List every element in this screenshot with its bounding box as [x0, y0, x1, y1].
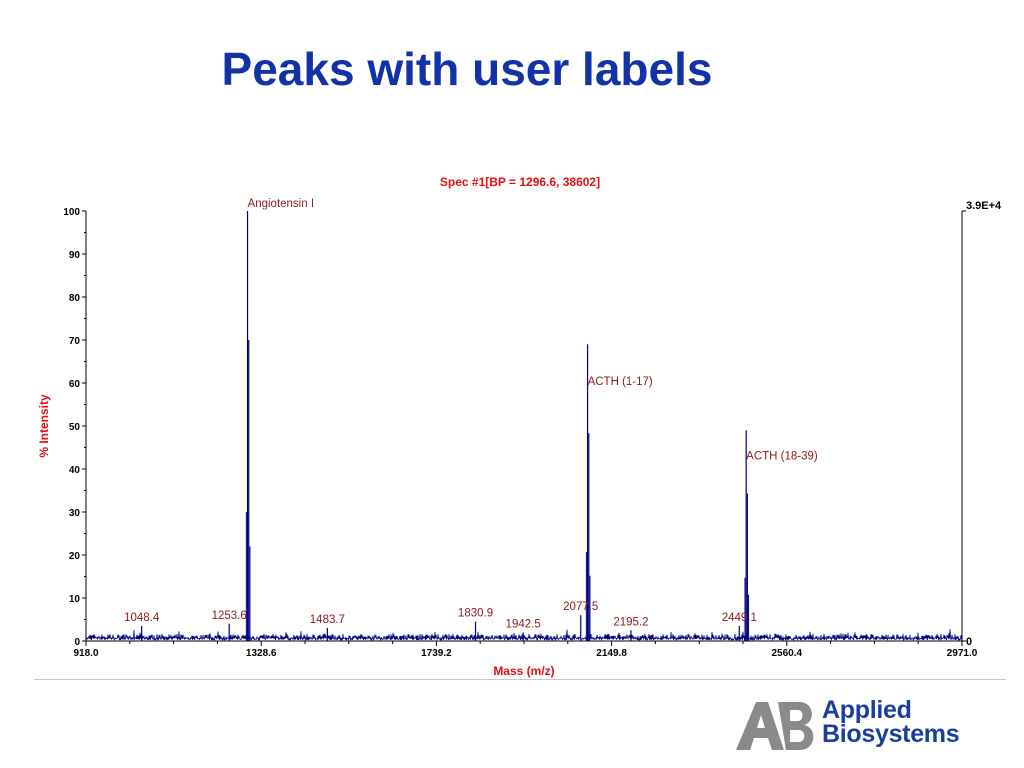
x-tick-label: 1328.6: [246, 648, 277, 659]
x-axis: 918.0 1328.6 1739.2 2149.8 2560.4 2971.0: [73, 640, 978, 659]
mass-spectrum-chart: Spec #1[BP = 1296.6, 38602] 0 10 20 30 40 50 6…: [37, 175, 1002, 678]
footer-divider: [34, 679, 1006, 680]
logo-line-applied: Applied: [822, 696, 912, 724]
x-tick-label: 1739.2: [421, 648, 452, 659]
peak-label: 1048.4: [124, 612, 160, 624]
y-axis-label: % Intensity: [37, 394, 51, 458]
y-tick-label: 10: [69, 594, 81, 605]
y-tick-label: 80: [69, 293, 81, 304]
peak-label: 2077.5: [563, 601, 598, 613]
peak-labels: 1048.4 1253.6 Angiotensin I 1483.7 1830.9 194…: [124, 198, 818, 630]
y-tick-label: 30: [69, 508, 81, 519]
x-axis-label: Mass (m/z): [493, 664, 554, 678]
peak-label: ACTH (1-17): [588, 376, 653, 388]
y-tick-label: 60: [69, 379, 81, 390]
peak-label: ACTH (18-39): [746, 451, 818, 463]
peak-label: 1830.9: [458, 608, 493, 620]
ab-logo-mark-icon: [736, 702, 814, 750]
spectrum-trace: [85, 211, 963, 642]
y-tick-label: 70: [69, 336, 81, 347]
applied-biosystems-logo: Applied Biosystems: [734, 698, 984, 756]
peak-label: 1483.7: [310, 614, 345, 626]
spectrum-baseline: [85, 629, 963, 642]
y-tick-label: 40: [69, 465, 81, 476]
y-tick-label: 90: [69, 250, 81, 261]
y-tick-label: 0: [74, 637, 80, 648]
peak-label: 2195.2: [613, 616, 648, 628]
peak-label: 1253.6: [212, 610, 247, 622]
peak-label: 2449.1: [722, 612, 757, 624]
chart-title: Spec #1[BP = 1296.6, 38602]: [440, 175, 600, 189]
right-axis-min-label: 0: [966, 636, 972, 648]
y-tick-label: 50: [69, 422, 81, 433]
logo-wordmark: Applied Biosystems: [822, 696, 960, 748]
right-axis: [961, 210, 966, 642]
peak-label: Angiotensin I: [248, 198, 315, 210]
right-axis-max-label: 3.9E+4: [966, 200, 1002, 212]
slide-title: Peaks with user labels: [221, 43, 713, 95]
x-tick-label: 2560.4: [772, 648, 803, 659]
x-tick-label: 918.0: [73, 648, 98, 659]
peak-label: 1942.5: [506, 618, 541, 630]
y-tick-label: 20: [69, 551, 81, 562]
x-tick-label: 2149.8: [596, 648, 627, 659]
y-axis: 0 10 20 30 40 50 60 70 80 90 100: [63, 207, 87, 648]
y-tick-label: 100: [63, 207, 80, 218]
x-tick-label: 2971.0: [947, 648, 978, 659]
logo-line-biosystems: Biosystems: [822, 720, 960, 748]
